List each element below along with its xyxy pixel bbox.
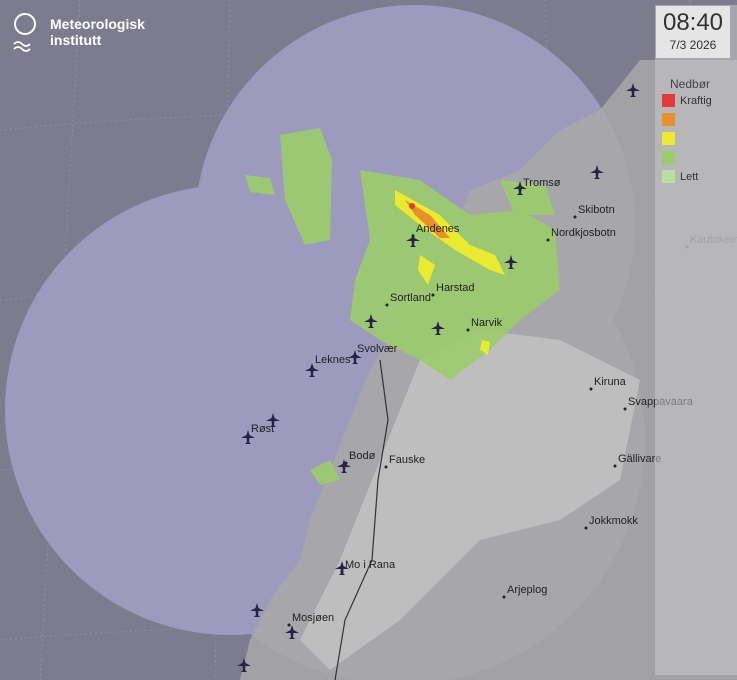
place-label: Gällivare <box>618 453 661 465</box>
legend-label: Kraftig <box>680 95 712 107</box>
place-label: Røst <box>251 423 274 435</box>
place-dot <box>384 465 388 469</box>
precipitation <box>245 128 560 485</box>
place-dot <box>431 293 435 297</box>
airport-icon <box>250 603 264 617</box>
place-label: Mo i Rana <box>345 559 396 571</box>
place-label: Svolvær <box>357 343 398 355</box>
legend-swatch <box>662 113 675 126</box>
legend-label: Lett <box>680 171 698 183</box>
airport-icon <box>406 233 420 247</box>
place-label: Jokkmokk <box>589 515 638 527</box>
legend-swatch <box>662 94 675 107</box>
place-dot <box>502 595 506 599</box>
airport-icon <box>431 321 445 335</box>
place-label: Tromsø <box>523 177 561 189</box>
place-label: Arjeplog <box>507 584 547 596</box>
logo-text: Meteorologisk <box>50 16 145 32</box>
logo-text: institutt <box>50 32 102 48</box>
precipitation-intense <box>409 203 415 209</box>
airport-icon <box>337 459 351 473</box>
place-dot <box>546 238 550 242</box>
airport-icon <box>504 255 518 269</box>
place-dot <box>385 303 389 307</box>
place-label: Nordkjosbotn <box>551 227 616 239</box>
legend: Kraftig Lett <box>662 94 712 183</box>
place-label: Skibotn <box>578 204 615 216</box>
border <box>334 359 389 680</box>
place-label: Mosjøen <box>292 612 334 624</box>
airport-icon <box>237 658 251 672</box>
legend-title: Nedbør <box>670 77 710 91</box>
logo-waves <box>13 41 31 52</box>
date: 7/3 2026 <box>670 38 717 52</box>
legend-swatch <box>662 151 675 164</box>
place-label: Kiruna <box>594 376 627 388</box>
airports <box>237 83 640 672</box>
place-label: Bodø <box>349 450 376 462</box>
airport-icon <box>364 314 378 328</box>
airport-icon <box>513 181 527 195</box>
precipitation-heavy <box>405 200 450 238</box>
place-dot <box>589 387 593 391</box>
place-label: Narvik <box>471 317 503 329</box>
airport-icon <box>305 363 319 377</box>
place-label: Leknes <box>315 354 351 366</box>
place-dot <box>584 526 588 530</box>
place-dot <box>466 328 470 332</box>
logo-icon <box>14 13 36 35</box>
airport-icon <box>626 83 640 97</box>
place-dot <box>623 407 627 411</box>
place-dot <box>287 623 291 627</box>
airport-icon <box>285 625 299 639</box>
airport-icon <box>266 413 280 427</box>
legend-swatch <box>662 170 675 183</box>
mountains <box>300 330 640 670</box>
airport-icon <box>241 430 255 444</box>
time: 08:40 <box>663 9 723 36</box>
place-label: Andenes <box>416 223 460 235</box>
time-box <box>656 6 730 58</box>
legend-swatch <box>662 132 675 145</box>
place-label: Fauske <box>389 454 425 466</box>
airport-icon <box>335 561 349 575</box>
place-dot <box>573 215 577 219</box>
place-label: Harstad <box>436 282 475 294</box>
place-label: Sortland <box>390 292 431 304</box>
place-dot <box>613 464 617 468</box>
airport-icon <box>348 350 362 364</box>
airport-icon <box>590 165 604 179</box>
